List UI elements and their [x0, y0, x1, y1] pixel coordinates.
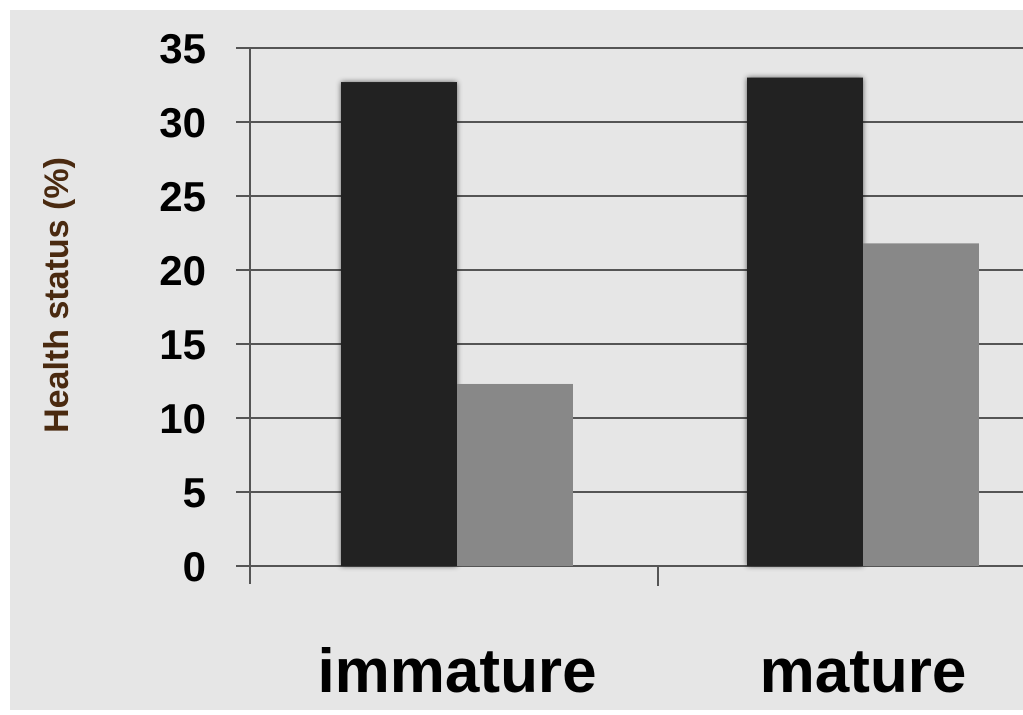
bar-mature-2 — [863, 243, 979, 567]
x-category-label: immature — [317, 637, 596, 706]
y-tick-label: 5 — [183, 469, 206, 516]
x-category-label: mature — [760, 637, 967, 706]
y-tick-label: 0 — [183, 543, 206, 590]
y-tick-label: 30 — [159, 99, 206, 146]
y-tick-label: 10 — [159, 395, 206, 442]
bars — [341, 77, 979, 567]
y-axis-title: Health status (%) — [38, 157, 76, 433]
y-tick-labels: 0 5 10 15 20 25 30 35 — [159, 25, 206, 590]
y-tick-label: 35 — [159, 25, 206, 72]
x-category-labels: immature mature — [317, 637, 966, 706]
y-tick-label: 20 — [159, 247, 206, 294]
y-tick-label: 25 — [159, 173, 206, 220]
bar-mature-1 — [747, 77, 863, 566]
bar-immature-1 — [341, 82, 457, 566]
y-tick-label: 15 — [159, 321, 206, 368]
bar-immature-2 — [457, 383, 573, 566]
